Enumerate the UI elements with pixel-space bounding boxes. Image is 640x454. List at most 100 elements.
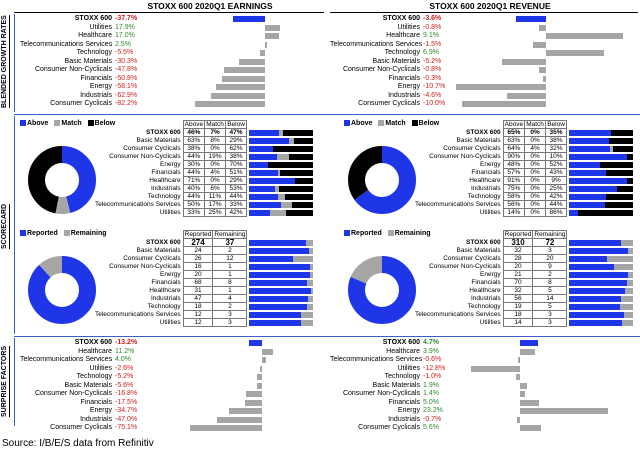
row-label: Energy xyxy=(160,271,181,278)
category-label: Energy xyxy=(397,407,420,414)
row-label: Energy xyxy=(480,271,501,278)
stacked-bar xyxy=(249,255,314,262)
below-legend-label: Below xyxy=(418,120,440,127)
separator-growth-scorecard xyxy=(14,114,640,115)
stacked-bar xyxy=(569,287,634,294)
cell-m: 6% xyxy=(204,184,227,193)
table-header-row: Above Match Below xyxy=(94,120,313,129)
bar xyxy=(211,92,265,99)
segment-match xyxy=(289,137,295,144)
pie-slice-remaining xyxy=(348,256,416,324)
bar xyxy=(456,84,546,90)
bar xyxy=(256,382,262,389)
stacked-bar-cell xyxy=(567,161,634,169)
category-label: Basic Materials xyxy=(372,381,420,389)
stacked-bar-cell xyxy=(567,263,634,271)
section-rule-surprise xyxy=(14,338,15,426)
source-note: Source: I/B/E/S data from Refinitiv xyxy=(2,438,154,449)
segment-below xyxy=(286,209,314,216)
header-spacer xyxy=(414,231,503,239)
stacked-bar-cell xyxy=(567,201,634,209)
above-legend-label: Above xyxy=(351,120,373,127)
table-row: Energy 21 2 xyxy=(414,270,634,279)
bar xyxy=(543,75,546,82)
cell-x: 9 xyxy=(532,262,568,271)
segment-reported xyxy=(249,319,301,326)
segment-above xyxy=(249,129,279,136)
category-label: STOXX 600 xyxy=(382,339,420,346)
category-label: Technology xyxy=(384,49,420,56)
bar xyxy=(257,374,262,380)
cell-r: 26 xyxy=(182,254,214,263)
table-row: Technology 18 2 xyxy=(94,302,314,311)
segment-below xyxy=(627,177,634,184)
stacked-bar xyxy=(569,295,634,302)
data-label: -5.2% xyxy=(115,373,134,380)
category-label: Telecommunications Services xyxy=(330,40,423,48)
cell-a: 38% xyxy=(182,144,206,153)
table-row: STOXX 600 274 37 xyxy=(94,238,314,247)
row-label: Healthcare xyxy=(469,287,501,294)
cell-m: 0% xyxy=(204,160,227,169)
revenue-header: STOXX 600 2020Q1 REVENUE xyxy=(429,1,551,11)
segment-above xyxy=(249,177,295,184)
segment-reported xyxy=(569,311,625,318)
cell-m: 7% xyxy=(204,128,227,137)
stacked-bar-cell xyxy=(567,185,634,193)
segment-above xyxy=(249,209,271,216)
segment-below xyxy=(599,161,634,168)
cell-r: 20 xyxy=(182,270,214,279)
data-label: -62.9% xyxy=(115,91,138,99)
stacked-bar xyxy=(569,169,634,176)
column-header: Below xyxy=(225,120,248,129)
segment-remaining xyxy=(626,279,634,286)
donut-chart xyxy=(348,146,416,214)
stacked-bar-cell xyxy=(567,169,634,177)
table-row: Basic Materials 24 2 xyxy=(94,246,314,255)
stacked-bar-cell xyxy=(567,129,634,137)
segment-above xyxy=(569,153,627,160)
cell-a: 46% xyxy=(182,128,206,137)
cell-x: 3 xyxy=(532,318,568,327)
data-label: -0.8% xyxy=(423,66,442,73)
cell-b: 70% xyxy=(225,160,248,169)
segment-above xyxy=(249,145,274,152)
table-row: Consumer Non-Cyclicals 90% 0% 10% xyxy=(414,152,634,161)
bar xyxy=(245,399,262,406)
segment-above xyxy=(569,137,609,144)
bar xyxy=(195,101,265,107)
table-row: Consumer Cyclicals 28 20 xyxy=(414,254,634,263)
column-header: Above xyxy=(502,120,526,129)
segment-reported xyxy=(249,295,309,302)
earnings-header: STOXX 600 2020Q1 EARNINGS xyxy=(147,1,273,11)
row-label: Basic Materials xyxy=(456,247,501,254)
stacked-bar xyxy=(249,209,314,216)
segment-reported xyxy=(569,239,622,246)
segment-above xyxy=(249,193,278,200)
stacked-bar xyxy=(569,247,634,254)
category-label: Industrials xyxy=(388,91,420,99)
table-row: Basic Materials 63% 8% 29% xyxy=(94,136,314,145)
data-label: -0.3% xyxy=(423,74,442,82)
segment-above xyxy=(569,209,579,216)
table-row: Financials 68 8 xyxy=(94,278,314,287)
row-label: Telecommunications Services xyxy=(415,311,501,318)
data-label: -47.0% xyxy=(115,415,138,423)
header-spacer xyxy=(567,121,634,129)
data-label: -5.6% xyxy=(115,381,134,389)
scorecard-table: Reported Remaining STOXX 600 310 72 Basic Mat… xyxy=(414,230,634,327)
stacked-bar-cell xyxy=(567,247,634,255)
cell-a: 63% xyxy=(182,136,206,145)
cell-r: 47 xyxy=(182,294,214,303)
cell-b: 29% xyxy=(225,136,248,145)
segment-remaining xyxy=(613,263,634,270)
stacked-bar-cell xyxy=(567,279,634,287)
stacked-bar-cell xyxy=(247,145,314,153)
row-label: Basic Materials xyxy=(136,247,181,254)
segment-reported xyxy=(569,271,628,278)
data-label: -4.6% xyxy=(423,91,442,99)
cell-a: 58% xyxy=(502,192,526,201)
table-row: STOXX 600 65% 0% 35% xyxy=(414,128,634,137)
separator-scorecard-surprise xyxy=(14,336,640,337)
category-label: Utilities xyxy=(89,364,112,372)
